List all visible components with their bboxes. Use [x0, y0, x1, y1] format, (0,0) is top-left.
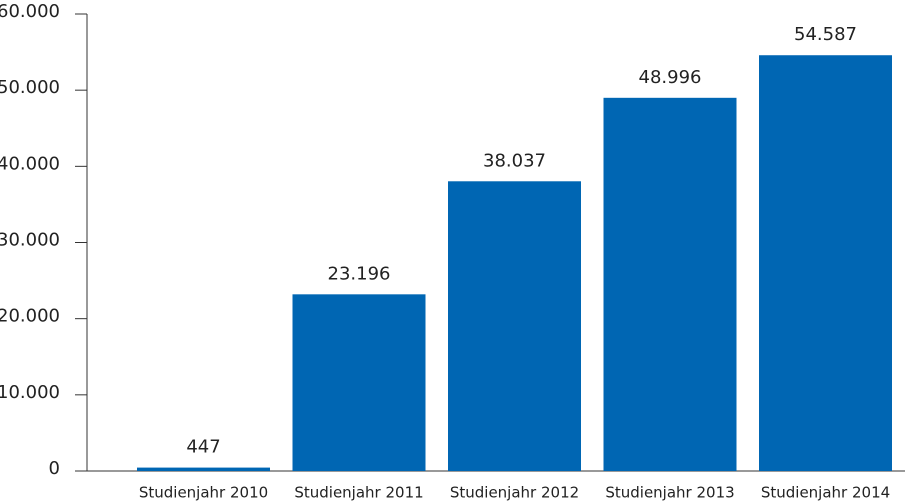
- bar: [603, 97, 737, 472]
- y-tick-label: 10.000: [0, 382, 60, 403]
- y-tick-label: 20.000: [0, 306, 60, 327]
- bar: [292, 294, 426, 471]
- x-tick-label: Studienjahr 2010: [139, 484, 268, 502]
- x-tick-label: Studienjahr 2012: [450, 484, 579, 502]
- y-tick-label: 60.000: [0, 1, 60, 22]
- x-tick-label: Studienjahr 2014: [761, 484, 890, 502]
- value-label: 48.996: [639, 67, 702, 88]
- bar: [759, 55, 892, 472]
- value-label: 447: [186, 437, 220, 458]
- bar: [137, 467, 270, 471]
- value-label: 38.037: [483, 150, 546, 171]
- value-label: 54.587: [794, 24, 857, 45]
- x-tick-label: Studienjahr 2013: [605, 484, 734, 502]
- y-tick-label: 50.000: [0, 77, 60, 98]
- value-label: 23.196: [328, 263, 391, 284]
- bar: [448, 181, 581, 471]
- y-tick-label: 0: [49, 458, 60, 479]
- x-tick-label: Studienjahr 2011: [294, 484, 423, 502]
- y-tick-label: 40.000: [0, 153, 60, 174]
- y-tick-label: 30.000: [0, 230, 60, 251]
